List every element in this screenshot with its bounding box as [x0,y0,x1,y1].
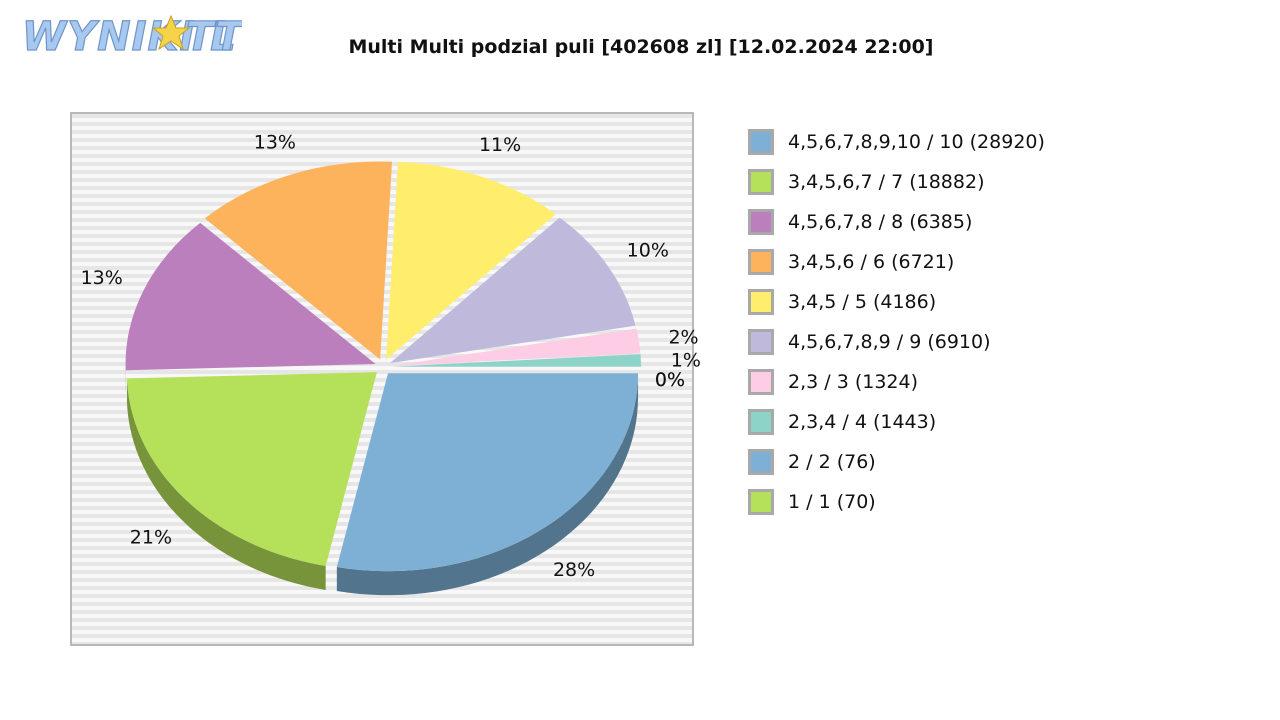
pie-slice-percent-label: 11% [479,134,521,156]
legend-item: 4,5,6,7,8,9 / 9 (6910) [748,322,1268,362]
pie-slice-side [336,373,639,596]
pie-slice-side [126,378,326,590]
legend-swatch [748,449,774,475]
legend-item: 2,3 / 3 (1324) [748,362,1268,402]
wyniki-lotto-logo: WYNIKI L TTO [21,13,242,58]
pie-slice-percent-label: 13% [81,267,123,289]
pie-slice [125,222,376,371]
legend-label: 2 / 2 (76) [788,451,876,473]
legend-label: 2,3 / 3 (1324) [788,371,919,393]
pie-slice [390,328,641,366]
legend-swatch [748,169,774,195]
pie-slice-percent-label: 0% [655,369,685,391]
star-icon [151,14,191,51]
pie-slice-percent-label: 10% [627,240,669,262]
legend-item: 3,4,5,6 / 6 (6721) [748,242,1268,282]
legend-swatch [748,329,774,355]
legend-swatch [748,249,774,275]
legend-label: 4,5,6,7,8 / 8 (6385) [788,211,973,233]
legend-label: 3,4,5,6,7 / 7 (18882) [788,171,985,193]
pie-slice [204,161,393,360]
pie-slice [336,373,639,572]
legend-item: 3,4,5 / 5 (4186) [748,282,1268,322]
svg-text:WYNIKI L: WYNIKI L [22,14,237,58]
pie-slice [126,372,377,566]
legend-label: 2,3,4 / 4 (1443) [788,411,937,433]
legend: 4,5,6,7,8,9,10 / 10 (28920) 3,4,5,6,7 / 7… [748,122,1268,522]
legend-label: 4,5,6,7,8,9 / 9 (6910) [788,331,991,353]
pie-slice-percent-label: 2% [668,326,698,348]
pie-slice-percent-label: 21% [130,527,172,549]
pie-slice-percent-label: 28% [553,559,595,581]
pie-slice-percent-label: 0% [655,369,685,391]
legend-item: 4,5,6,7,8,9,10 / 10 (28920) [748,122,1268,162]
pie-slice [390,354,641,367]
pie-slice-percent-label: 13% [254,131,296,153]
svg-text:TTO: TTO [186,14,242,58]
legend-swatch [748,409,774,435]
legend-label: 4,5,6,7,8,9,10 / 10 (28920) [788,131,1045,153]
pie-slice [386,161,556,360]
legend-label: 3,4,5 / 5 (4186) [788,291,937,313]
legend-item: 1 / 1 (70) [748,482,1268,522]
legend-swatch [748,289,774,315]
chart-title: Multi Multi podzial puli [402608 zl] [12… [348,36,934,58]
legend-item: 4,5,6,7,8 / 8 (6385) [748,202,1268,242]
legend-item: 2 / 2 (76) [748,442,1268,482]
legend-swatch [748,129,774,155]
legend-label: 1 / 1 (70) [788,491,876,513]
pie-slice-percent-label: 1% [671,349,701,371]
legend-item: 3,4,5,6,7 / 7 (18882) [748,162,1268,202]
legend-swatch [748,489,774,515]
pie-chart: 28%21%13%13% 11%10%2%1%0%0% [81,131,701,596]
legend-swatch [748,369,774,395]
legend-swatch [748,209,774,235]
legend-item: 2,3,4 / 4 (1443) [748,402,1268,442]
legend-label: 3,4,5,6 / 6 (6721) [788,251,955,273]
pie-slice [389,217,636,364]
